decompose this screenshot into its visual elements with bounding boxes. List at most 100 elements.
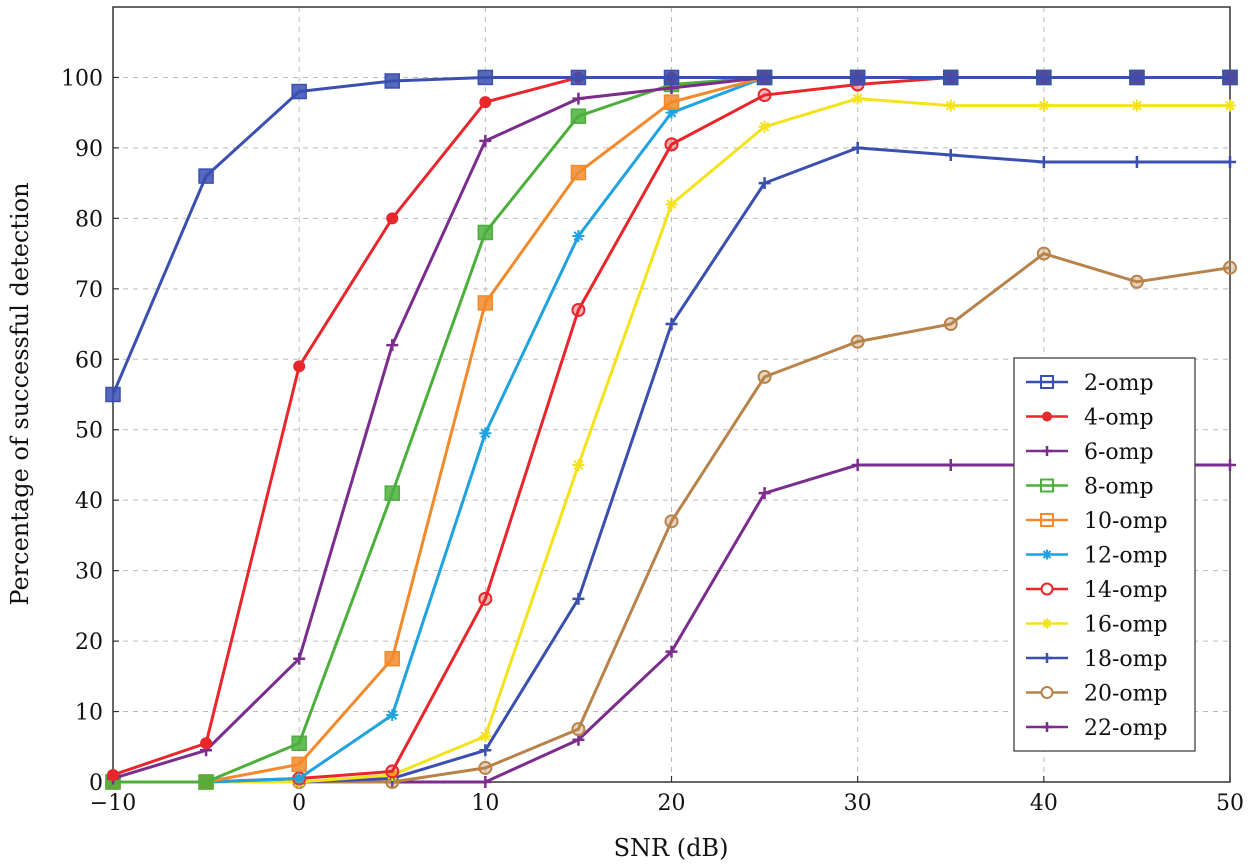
data-point-18-omp (944, 148, 957, 161)
data-point-6-omp (386, 339, 399, 352)
legend-label: 22-omp (1084, 716, 1168, 741)
series-2-omp (105, 69, 1238, 403)
data-point-20-omp (664, 514, 679, 529)
data-point-8-omp (384, 485, 400, 501)
legend-marker (1040, 686, 1054, 699)
data-point-22-omp (944, 458, 957, 471)
legend-label: 10-omp (1084, 509, 1168, 534)
legend-label: 18-omp (1084, 647, 1168, 672)
legend-label: 12-omp (1084, 544, 1168, 569)
legend-label: 14-omp (1084, 578, 1168, 603)
data-point-2-omp (663, 69, 680, 86)
data-point-2-omp (1129, 69, 1145, 86)
y-tick-label: 20 (75, 630, 103, 655)
data-point-20-omp (571, 722, 586, 737)
data-point-4-omp (293, 360, 306, 373)
data-point-22-omp (851, 458, 864, 471)
data-point-2-omp (570, 69, 587, 86)
y-tick-label: 50 (75, 419, 103, 444)
y-tick-label: 80 (75, 207, 103, 232)
x-tick-label: 30 (844, 791, 872, 816)
data-point-2-omp (1222, 69, 1238, 86)
data-point-18-omp (1224, 156, 1236, 168)
y-axis-label: Percentage of successful detection (6, 182, 34, 605)
data-point-12-omp (479, 427, 492, 440)
data-point-18-omp (1130, 156, 1143, 168)
data-point-6-omp (293, 652, 306, 665)
legend-marker (1042, 653, 1052, 663)
data-point-2-omp (384, 73, 400, 89)
data-point-16-omp (1037, 99, 1050, 112)
data-point-4-omp (107, 768, 119, 781)
data-point-18-omp (479, 744, 492, 757)
data-point-4-omp (200, 737, 213, 750)
x-tick-label: −10 (90, 791, 136, 816)
x-tick-label: 40 (1030, 791, 1058, 816)
data-point-18-omp (1037, 156, 1050, 168)
data-point-22-omp (758, 487, 771, 500)
data-point-8-omp (477, 224, 494, 241)
data-point-4-omp (479, 96, 492, 109)
data-point-16-omp (572, 458, 585, 471)
x-tick-label: 50 (1216, 791, 1244, 816)
series-group (105, 69, 1238, 790)
data-point-16-omp (1130, 99, 1143, 112)
y-tick-label: 30 (75, 560, 103, 585)
data-point-16-omp (1224, 99, 1236, 112)
data-point-18-omp (665, 318, 678, 331)
data-point-16-omp (758, 120, 771, 133)
data-point-20-omp (1036, 246, 1051, 261)
data-point-20-omp (943, 317, 958, 332)
data-point-2-omp (943, 69, 959, 86)
data-point-8-omp (198, 774, 214, 790)
legend-label: 20-omp (1084, 682, 1168, 707)
data-point-18-omp (851, 141, 864, 154)
y-tick-label: 40 (75, 489, 103, 514)
data-point-16-omp (479, 730, 492, 743)
data-point-6-omp (572, 92, 585, 105)
data-point-20-omp (1223, 260, 1237, 275)
data-point-14-omp (571, 302, 586, 317)
data-point-14-omp (478, 591, 493, 606)
data-point-20-omp (757, 369, 772, 384)
legend-marker (1042, 411, 1052, 422)
data-point-4-omp (386, 212, 399, 225)
data-point-22-omp (1224, 458, 1236, 471)
x-axis-label: SNR (dB) (614, 834, 729, 862)
data-point-2-omp (105, 386, 121, 403)
data-point-12-omp (293, 772, 306, 785)
data-point-20-omp (478, 760, 493, 775)
data-point-8-omp (570, 108, 587, 124)
data-point-2-omp (477, 69, 494, 86)
y-tick-label: 0 (89, 771, 103, 796)
data-point-10-omp (291, 756, 307, 773)
legend-marker (1042, 549, 1052, 560)
data-point-2-omp (1036, 69, 1052, 86)
data-point-22-omp (665, 645, 678, 658)
y-tick-label: 10 (75, 701, 103, 726)
legend-marker (1040, 582, 1054, 596)
data-point-10-omp (477, 295, 494, 311)
legend-marker (1042, 618, 1052, 629)
data-point-6-omp (479, 134, 492, 147)
data-point-12-omp (665, 106, 678, 119)
data-point-20-omp (850, 334, 865, 349)
data-point-20-omp (1129, 274, 1144, 289)
legend-marker (1040, 375, 1054, 389)
data-point-12-omp (572, 229, 585, 242)
data-point-2-omp (849, 69, 866, 86)
data-point-12-omp (386, 709, 399, 722)
y-tick-label: 90 (75, 137, 103, 162)
data-point-14-omp (757, 88, 772, 103)
data-point-2-omp (198, 168, 214, 184)
data-point-2-omp (756, 69, 773, 86)
data-point-22-omp (479, 776, 492, 788)
data-point-10-omp (663, 94, 680, 110)
legend-label: 8-omp (1084, 475, 1154, 500)
data-point-16-omp (851, 92, 864, 105)
data-point-16-omp (944, 99, 957, 112)
y-tick-label: 100 (61, 66, 103, 91)
legend-marker (1042, 446, 1052, 456)
